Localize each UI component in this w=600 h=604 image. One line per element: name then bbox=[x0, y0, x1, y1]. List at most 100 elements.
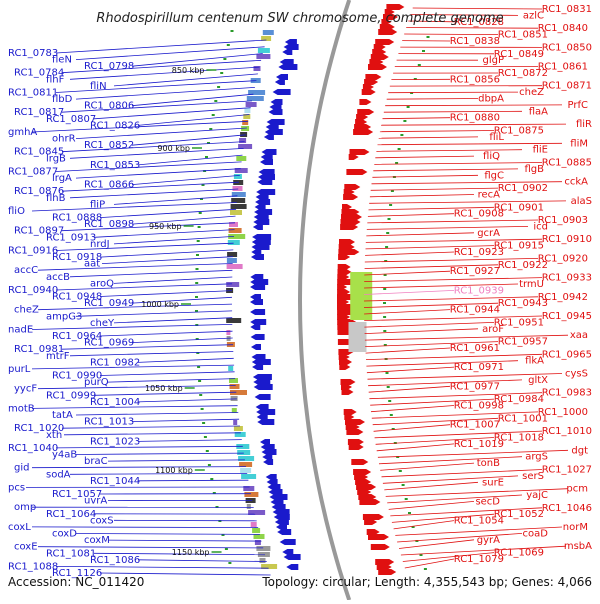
gene-label-left: RC1_1023 bbox=[90, 436, 140, 447]
gene-label-left: RC1_1004 bbox=[90, 397, 140, 408]
gene-label-right: pcm bbox=[566, 484, 588, 495]
tick-mark bbox=[212, 114, 215, 116]
gene-label-right: RC1_0872 bbox=[498, 68, 548, 79]
gene-label-left: RC1_0969 bbox=[84, 338, 134, 349]
tick-mark bbox=[389, 204, 392, 206]
gene-leader-left bbox=[132, 94, 253, 106]
plus-strand-gene bbox=[368, 64, 387, 70]
gene-label-right: RC1_0831 bbox=[542, 4, 592, 15]
function-block bbox=[230, 210, 242, 215]
gene-leader-right bbox=[365, 252, 454, 255]
plus-strand-gene bbox=[353, 129, 373, 135]
gene-label-right: RC1_1019 bbox=[454, 439, 504, 450]
minus-strand-gene bbox=[260, 159, 273, 165]
gene-label-right: yajC bbox=[526, 490, 548, 501]
gene-leader-left bbox=[114, 236, 234, 244]
minus-strand-gene bbox=[250, 309, 265, 315]
gene-label-right: cheZ bbox=[519, 87, 544, 98]
gene-leader-right bbox=[364, 290, 454, 294]
gene-label-right: fliR bbox=[576, 119, 592, 130]
gene-label-right: RC1_1007 bbox=[450, 420, 500, 431]
plus-strand-gene bbox=[346, 429, 363, 435]
function-block bbox=[231, 204, 247, 209]
function-block bbox=[226, 282, 239, 287]
gene-label-right: cysS bbox=[565, 369, 588, 380]
gene-leader-left bbox=[32, 527, 258, 528]
gene-label-right: gcrA bbox=[477, 228, 500, 239]
gene-label-right: RC1_0945 bbox=[542, 311, 592, 322]
minus-strand-gene bbox=[275, 79, 285, 85]
gene-label-right: RC1_0838 bbox=[450, 36, 500, 47]
gene-label-right: RC1_0943 bbox=[498, 298, 548, 309]
gene-leader-right bbox=[377, 444, 454, 451]
tick-mark bbox=[199, 394, 202, 396]
gene-leader-left bbox=[56, 243, 234, 250]
function-block bbox=[244, 108, 250, 113]
kbp-label: 900 kbp bbox=[157, 144, 190, 153]
gene-label-right: flgB bbox=[524, 164, 544, 175]
gene-label-right: PrfC bbox=[568, 100, 588, 111]
left-gene-labels: RC1_0783fleNRC1_0798RC1_0784flhFfliNRC1_… bbox=[8, 48, 140, 579]
gene-leader-left bbox=[100, 331, 233, 336]
gene-label-right: RC1_0851 bbox=[498, 30, 548, 41]
gene-leader-right bbox=[366, 354, 542, 359]
gene-label-left: RC1_0853 bbox=[90, 160, 140, 171]
gene-label-left: tatA bbox=[52, 410, 73, 421]
gene-label-right: dbpA bbox=[478, 94, 504, 105]
gene-leader-right bbox=[368, 214, 454, 217]
gene-label-left: RC1_0811 bbox=[8, 88, 58, 99]
gene-label-left: RC1_1044 bbox=[90, 476, 140, 487]
function-block bbox=[231, 396, 238, 401]
tick-mark bbox=[208, 464, 211, 466]
gene-label-left: aroQ bbox=[90, 278, 114, 289]
function-block bbox=[226, 330, 230, 335]
tick-mark bbox=[398, 148, 401, 150]
tick-mark bbox=[383, 316, 386, 318]
gene-label-right: fliL bbox=[489, 132, 504, 143]
gene-leader-left bbox=[100, 250, 233, 257]
gene-label-left: RC1_0999 bbox=[46, 390, 96, 401]
gene-label-right: RC1_0983 bbox=[542, 388, 592, 399]
gene-label-right: cckA bbox=[564, 177, 588, 188]
tick-mark bbox=[385, 246, 388, 248]
right-gene-labels: RC1_0831azlCRC1_0828RC1_0840RC1_0851RC1_… bbox=[450, 4, 592, 565]
gene-leader-right bbox=[404, 34, 498, 35]
gene-label-left: sodA bbox=[46, 469, 71, 480]
gene-leader-right bbox=[369, 386, 450, 392]
kbp-label: 850 kbp bbox=[172, 66, 205, 75]
gene-label-left: RC1_1081 bbox=[46, 548, 96, 559]
function-block bbox=[240, 132, 247, 137]
gene-leader-right bbox=[364, 322, 494, 327]
plus-strand-gene bbox=[378, 29, 397, 35]
minus-strand-gene bbox=[282, 49, 292, 55]
function-block bbox=[240, 468, 251, 473]
tick-mark bbox=[206, 450, 209, 452]
function-block bbox=[239, 138, 246, 143]
function-block bbox=[233, 186, 243, 191]
gene-label-right: secD bbox=[475, 496, 500, 507]
gene-label-left: RC1_1013 bbox=[84, 417, 134, 428]
gene-label-right: RC1_0885 bbox=[542, 158, 592, 169]
gene-label-left: lrgA bbox=[52, 173, 72, 184]
gene-label-left: gmhA bbox=[8, 127, 37, 138]
gene-leader-left bbox=[138, 155, 243, 165]
gene-label-right: aroF bbox=[482, 324, 504, 335]
gene-leader-left bbox=[108, 379, 235, 383]
gene-label-right: RC1_0850 bbox=[542, 42, 592, 53]
gene-leader-left bbox=[76, 453, 244, 454]
gene-label-left: purQ bbox=[84, 377, 109, 388]
tick-mark bbox=[422, 50, 425, 52]
gene-leader-left bbox=[64, 433, 241, 435]
plus-strand-gene bbox=[339, 364, 350, 370]
gene-label-right: coaD bbox=[523, 528, 549, 539]
gene-label-right: recA bbox=[478, 190, 501, 201]
gene-leader-left bbox=[70, 270, 232, 277]
gene-leader-right bbox=[379, 457, 522, 464]
gene-label-right: fliQ bbox=[483, 151, 500, 162]
tick-mark bbox=[387, 386, 390, 388]
tick-mark bbox=[223, 58, 226, 60]
gene-label-left: RC1_0866 bbox=[84, 180, 134, 191]
tick-mark bbox=[400, 134, 403, 136]
gene-leader-right bbox=[379, 137, 478, 138]
tick-mark bbox=[403, 120, 406, 122]
